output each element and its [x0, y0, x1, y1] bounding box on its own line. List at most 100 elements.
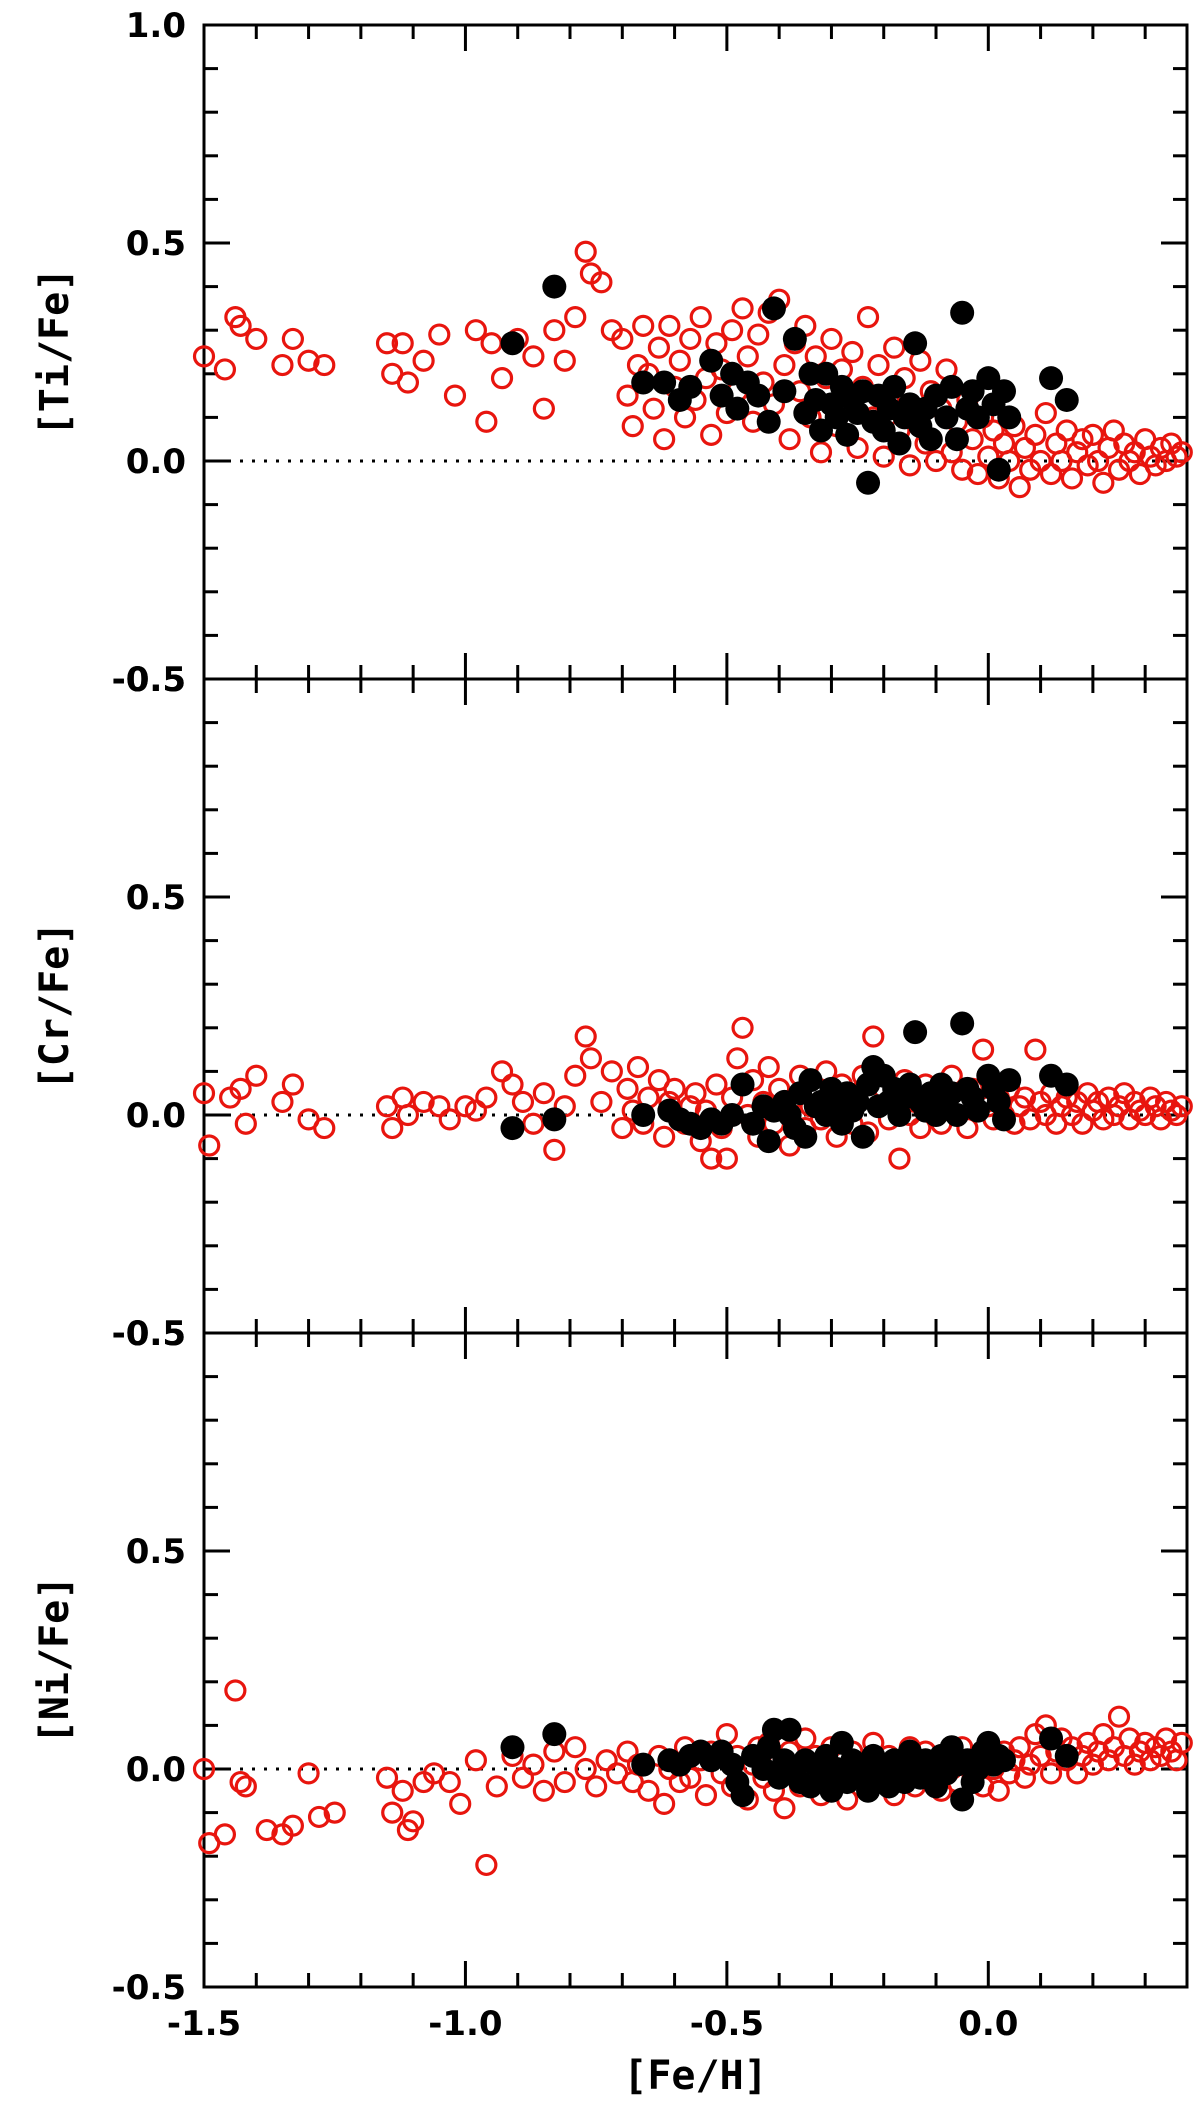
data-point-open: [412, 349, 435, 372]
y-tick-label: -0.5: [112, 660, 186, 700]
data-point-filled: [986, 457, 1011, 482]
data-point-open: [1013, 1766, 1037, 1789]
data-point-open: [736, 345, 759, 368]
data-point-open: [663, 1077, 686, 1100]
data-point-open: [668, 349, 691, 372]
data-point-open: [511, 1766, 535, 1789]
data-point-open: [1170, 1095, 1193, 1118]
data-point-open: [245, 327, 268, 351]
data-point-open: [637, 1779, 660, 1802]
data-point-open: [898, 454, 921, 477]
data-point-open: [564, 1064, 587, 1087]
data-point-open: [501, 1073, 524, 1096]
data-point-open: [297, 1762, 320, 1785]
data-point-open: [412, 1090, 435, 1114]
data-point-open: [245, 1064, 268, 1087]
x-tick-label: -1.5: [167, 2004, 241, 2044]
data-point-open: [689, 306, 712, 329]
data-point-filled: [944, 427, 969, 452]
data-point-open: [700, 423, 723, 446]
y-tick-label: -0.5: [112, 1314, 186, 1354]
data-point-open: [480, 332, 503, 355]
data-point-filled: [761, 296, 786, 321]
data-point-open: [475, 1853, 498, 1877]
data-point-open: [271, 1090, 294, 1114]
series-open-red: [192, 1016, 1193, 1170]
data-point-filled: [1054, 387, 1079, 412]
data-point-open: [198, 1134, 221, 1157]
data-point-filled: [500, 331, 525, 356]
data-point-filled: [631, 1103, 656, 1127]
data-point-open: [229, 1077, 252, 1100]
data-point-open: [192, 1757, 216, 1781]
data-point-open: [553, 349, 576, 372]
y-axis-title: [Ni/Fe]: [32, 1576, 78, 1745]
y-tick-label: 0.0: [126, 1096, 186, 1136]
data-point-open: [856, 306, 880, 329]
data-point-open: [543, 1138, 566, 1161]
data-point-open: [653, 428, 676, 451]
y-tick-label: 0.0: [126, 1750, 186, 1790]
data-point-open: [297, 349, 320, 372]
data-point-filled: [756, 1129, 781, 1154]
data-point-filled: [950, 1011, 975, 1036]
data-point-open: [966, 462, 989, 486]
data-point-filled: [965, 1098, 990, 1123]
data-point-filled: [730, 1783, 755, 1808]
data-point-open: [616, 1077, 639, 1100]
x-tick-label: -1.0: [428, 2004, 502, 2044]
x-tick-label: 0.0: [958, 2004, 1018, 2044]
data-point-filled: [939, 374, 964, 399]
data-point-open: [1160, 1099, 1183, 1122]
data-point-filled: [500, 1116, 525, 1141]
data-point-open: [192, 345, 216, 368]
data-point-filled: [756, 409, 781, 434]
data-point-open: [1102, 419, 1125, 442]
plot-frame: [202, 677, 1189, 1335]
data-point-open: [1081, 423, 1104, 446]
data-point-open: [726, 1047, 749, 1070]
data-point-open: [1019, 1108, 1042, 1131]
data-point-open: [1092, 1723, 1115, 1746]
data-point-open: [809, 441, 833, 464]
data-point-filled: [730, 1072, 755, 1097]
data-point-open: [375, 332, 399, 355]
series-filled-black: [500, 1011, 1079, 1154]
data-point-open: [773, 353, 796, 377]
panel-ti-fe: 1.0 0.5 0.0 -0.5 [Ti/Fe]: [32, 6, 1193, 700]
data-point-open: [679, 327, 702, 351]
data-point-filled: [991, 1107, 1016, 1132]
data-point-filled: [903, 1020, 928, 1045]
data-point-filled: [897, 1072, 922, 1097]
data-point-open: [820, 327, 843, 351]
data-point-open: [532, 1779, 555, 1802]
data-point-filled: [699, 348, 724, 373]
data-point-filled: [950, 300, 975, 325]
data-point-filled: [782, 326, 807, 351]
data-point-open: [1154, 1727, 1178, 1750]
data-point-open: [611, 1116, 634, 1140]
data-point-filled: [835, 422, 860, 447]
data-point-open: [485, 1775, 508, 1798]
data-point-open: [574, 1025, 597, 1048]
data-point-open: [464, 319, 487, 342]
data-point-open: [611, 327, 634, 351]
data-point-open: [229, 314, 252, 337]
data-point-open: [323, 1801, 346, 1824]
data-point-open: [281, 1073, 304, 1096]
y-tick-label: -0.5: [112, 1314, 186, 1354]
data-point-filled: [829, 1730, 854, 1755]
data-point-filled: [950, 1787, 975, 1812]
data-point-open: [475, 1086, 498, 1109]
y-axis-title: [Ti/Fe]: [32, 268, 78, 437]
data-point-open: [543, 319, 566, 342]
data-point-open: [747, 323, 770, 346]
data-point-open: [229, 1770, 252, 1794]
data-point-open: [490, 1060, 514, 1083]
data-point-open: [1107, 1705, 1131, 1728]
data-point-open: [1013, 1086, 1037, 1109]
data-point-open: [1071, 428, 1094, 451]
data-point-open: [1097, 1749, 1120, 1772]
data-point-open: [1029, 1744, 1052, 1768]
y-tick-label: 0.5: [126, 224, 186, 264]
